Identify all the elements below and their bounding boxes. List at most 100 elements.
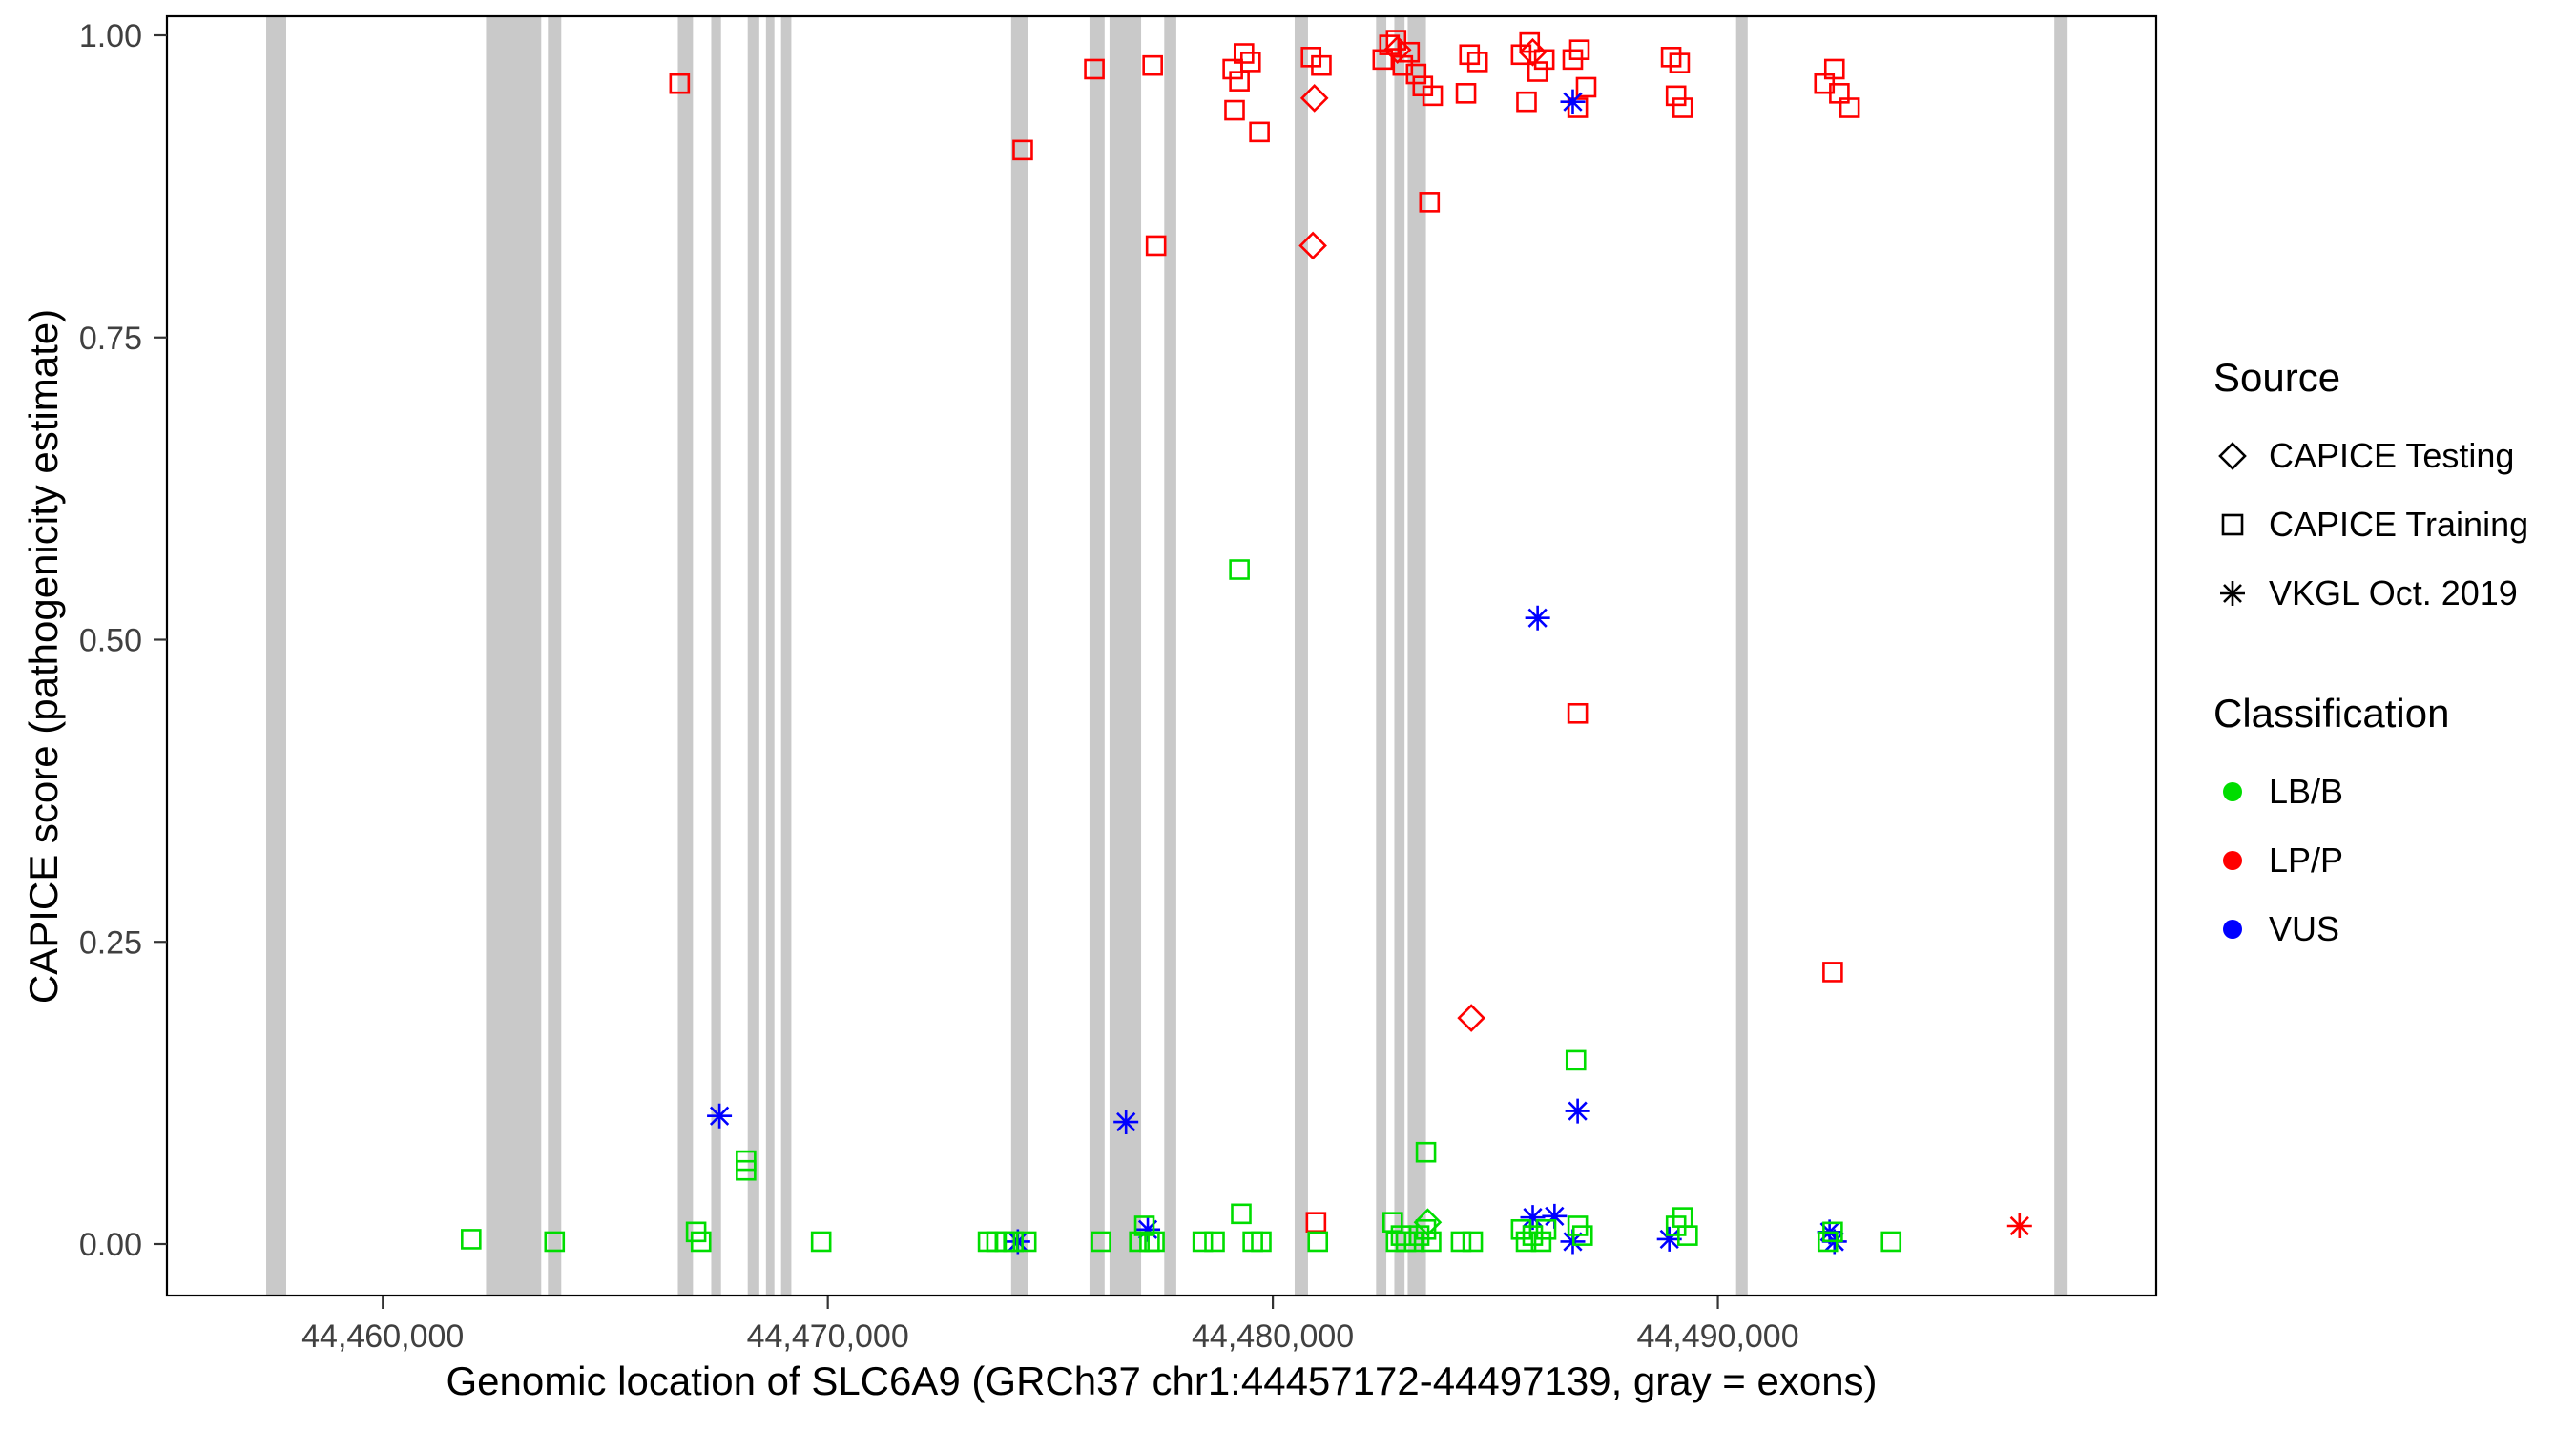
data-point-square (1530, 1231, 1552, 1253)
data-point-square (736, 1159, 757, 1181)
data-point-asterisk (1520, 1205, 1546, 1231)
data-point-square (461, 1229, 482, 1250)
data-point-square (1251, 1231, 1272, 1253)
data-point-asterisk (1525, 605, 1550, 631)
y-tick-label: 0.00 (79, 1227, 142, 1263)
exon-bar (1010, 16, 1028, 1296)
data-point-square (1372, 49, 1394, 71)
data-point-square (1462, 1231, 1484, 1253)
data-point-square (1535, 1218, 1557, 1240)
exon-bar (1164, 16, 1176, 1296)
exon-bar (266, 16, 287, 1296)
legend-item-lpp: LP/P (2213, 826, 2528, 895)
data-point-square (1677, 1225, 1698, 1246)
data-point-square (1823, 58, 1845, 80)
plot-panel-border (165, 14, 2158, 1297)
data-point-square (1839, 97, 1860, 118)
legend-item-label: CAPICE Training (2269, 505, 2529, 544)
exon-bar (2054, 16, 2068, 1296)
data-point-square (1515, 1231, 1537, 1253)
asterisk-icon (2220, 581, 2245, 606)
data-point-square (1415, 1218, 1437, 1240)
legend-item-label: VUS (2269, 909, 2340, 948)
data-point-square (1311, 54, 1332, 76)
legend-item-lbb: LB/B (2213, 757, 2528, 826)
data-point-square (1204, 1231, 1225, 1253)
data-point-square (1399, 41, 1421, 63)
data-point-square (690, 1231, 712, 1253)
legend-item-vkgl: VKGL Oct. 2019 (2213, 559, 2528, 628)
square-icon (2221, 513, 2244, 536)
exon-bar (1109, 16, 1142, 1296)
data-point-square (1565, 1049, 1587, 1071)
legend: Source CAPICE Testing CAPICE Training VK… (2213, 355, 2528, 964)
exon-bar (747, 16, 759, 1296)
x-tick-label: 44,480,000 (1192, 1318, 1354, 1355)
exon-bar (780, 16, 792, 1296)
exon-bar (486, 16, 542, 1296)
data-point-square (1510, 1218, 1532, 1240)
data-point-asterisk (1565, 1098, 1590, 1124)
data-point-square (1665, 85, 1687, 107)
data-point-square (1450, 1231, 1472, 1253)
legend-item-vus: VUS (2213, 895, 2528, 964)
exon-bar (711, 16, 721, 1296)
data-point-square (1567, 702, 1589, 724)
data-point-square (1516, 91, 1537, 113)
legend-item-label: VKGL Oct. 2019 (2269, 573, 2518, 612)
exon-bar (1294, 16, 1308, 1296)
data-point-square (1142, 54, 1163, 76)
data-point-square (1403, 1231, 1425, 1253)
data-point-square (1455, 83, 1477, 104)
exon-bar (1735, 16, 1748, 1296)
data-point-square (1822, 1221, 1843, 1243)
data-point-square (1466, 52, 1488, 73)
data-point-diamond (1413, 1208, 1443, 1237)
exon-bar (1376, 16, 1387, 1296)
legend-item-label: LP/P (2269, 840, 2344, 880)
x-tick-label: 44,490,000 (1636, 1318, 1798, 1355)
data-point-diamond (1299, 84, 1329, 113)
data-point-square (1229, 71, 1250, 92)
y-tick-label: 1.00 (79, 18, 142, 54)
data-point-square (1567, 97, 1589, 118)
data-point-square (1239, 52, 1261, 73)
data-point-diamond (1518, 37, 1548, 67)
data-point-asterisk (1113, 1110, 1139, 1135)
data-point-square (1015, 1231, 1037, 1253)
data-point-square (1405, 63, 1427, 85)
data-point-square (1144, 1231, 1165, 1253)
data-point-square (1305, 1212, 1327, 1233)
data-point-square (1822, 962, 1843, 983)
x-tick-label: 44,460,000 (301, 1318, 464, 1355)
data-point-square (1568, 39, 1590, 61)
exon-bar (1394, 16, 1405, 1296)
x-axis-label: Genomic location of SLC6A9 (GRCh37 chr1:… (446, 1358, 1878, 1403)
data-point-square (1422, 85, 1444, 107)
data-point-square (1192, 1231, 1214, 1253)
data-point-square (1224, 99, 1245, 121)
legend-source-title: Source (2213, 355, 2341, 400)
blue-dot-icon (2223, 920, 2242, 939)
legend-item-label: CAPICE Testing (2269, 436, 2515, 475)
data-point-asterisk (707, 1103, 733, 1129)
data-point-square (1084, 58, 1105, 80)
legend-item-label: LB/B (2269, 772, 2344, 811)
data-point-square (1419, 192, 1441, 213)
data-point-square (1003, 1231, 1024, 1253)
data-point-square (1575, 76, 1597, 98)
data-point-square (1229, 559, 1250, 580)
data-point-square (544, 1231, 566, 1253)
data-point-square (1385, 30, 1407, 51)
data-point-diamond (1298, 231, 1327, 260)
data-point-diamond (1382, 35, 1412, 65)
exon-bar (765, 16, 775, 1296)
data-point-square (669, 73, 691, 94)
data-point-square (1519, 31, 1541, 53)
data-point-diamond (1457, 1004, 1485, 1032)
legend-separator (2213, 628, 2528, 691)
legend-item-capice-testing: CAPICE Testing (2213, 422, 2528, 490)
data-point-square (1231, 1203, 1252, 1225)
data-point-square (1091, 1231, 1111, 1253)
